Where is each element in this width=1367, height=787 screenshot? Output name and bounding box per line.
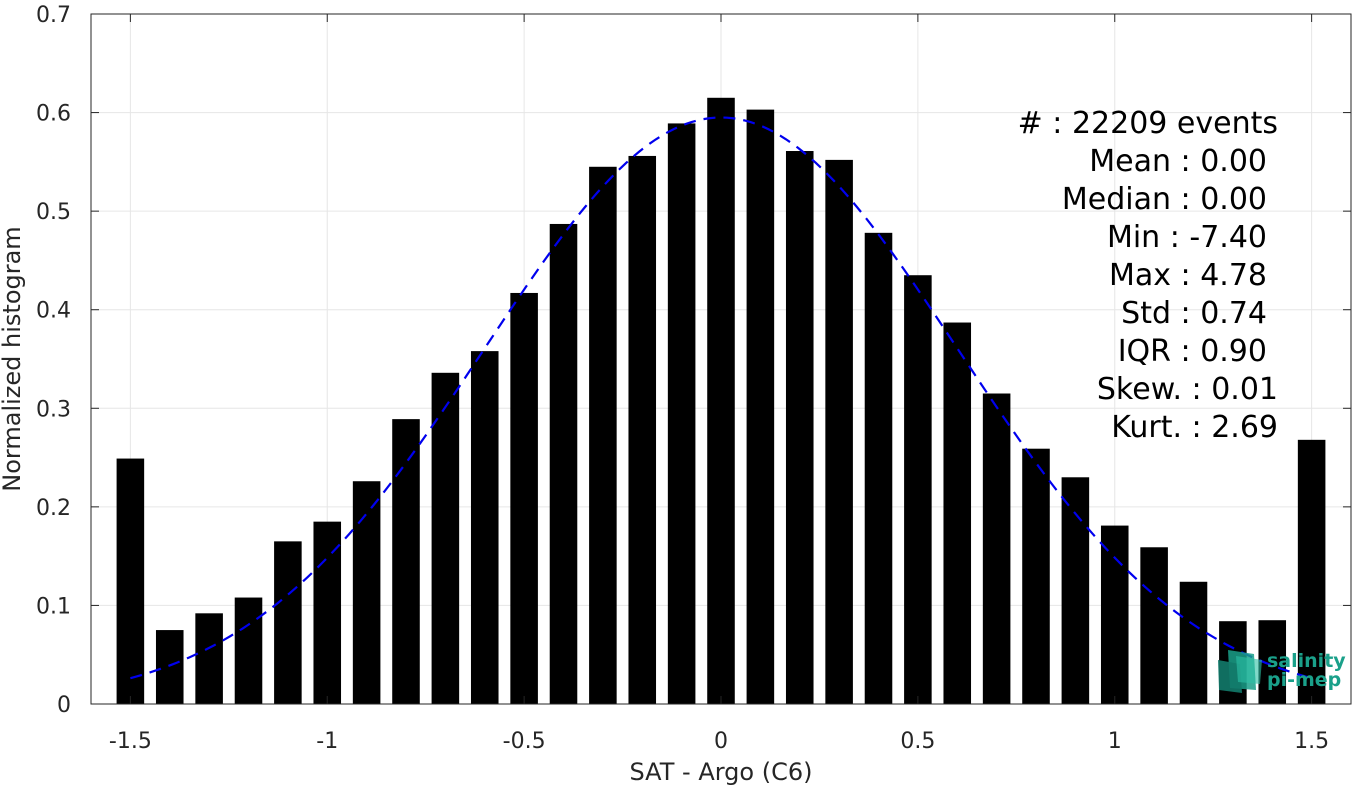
bar-1: [155, 630, 184, 704]
y-tick-label-7: 0.7: [36, 3, 71, 28]
x-axis-label: SAT - Argo (C6): [630, 758, 813, 786]
y-axis-label: Normalized histogram: [0, 226, 26, 491]
bar-14: [667, 123, 696, 704]
stat-line-2: Median : 0.00: [1062, 182, 1267, 217]
bar-21: [943, 322, 972, 704]
bar-0: [116, 458, 145, 704]
x-tick-label-5: 1: [1108, 729, 1122, 754]
y-axis-ticks: 0 0.1 0.2 0.3 0.4 0.5 0.6 0.7: [36, 3, 1351, 718]
stat-line-8: Kurt. : 2.69: [1111, 410, 1278, 445]
bar-19: [864, 232, 893, 705]
bar-24: [1061, 477, 1090, 704]
stat-line-7: Skew. : 0.01: [1097, 372, 1278, 407]
bar-7: [392, 419, 420, 704]
bar-4: [274, 541, 302, 704]
bar-11: [549, 223, 578, 704]
histogram-bars: [116, 97, 1326, 705]
x-tick-label-2: -0.5: [503, 729, 546, 754]
bar-10: [510, 292, 538, 704]
bar-22: [982, 393, 1011, 704]
stat-line-3: Min : -7.40: [1107, 220, 1267, 255]
gaussian-fit-curve: [130, 116, 1312, 680]
x-tick-label-6: 1.5: [1294, 729, 1329, 754]
y-tick-label-2: 0.2: [36, 496, 71, 521]
bar-18: [825, 159, 853, 704]
x-tick-label-3: 0: [714, 729, 728, 754]
bar-6: [352, 481, 381, 704]
bar-20: [904, 275, 932, 704]
stat-line-1: Mean : 0.00: [1089, 144, 1267, 179]
bar-9: [470, 351, 499, 704]
y-tick-label-1: 0.1: [36, 594, 71, 619]
bar-27: [1179, 581, 1208, 704]
logo-cube-icon: [1218, 650, 1262, 693]
bar-3: [234, 597, 263, 704]
bar-2: [195, 613, 223, 704]
bar-15: [707, 97, 735, 705]
bar-5: [313, 521, 342, 704]
logo-text-line2: pi-mep: [1267, 669, 1341, 691]
bar-13: [628, 155, 657, 704]
x-tick-label-1: -1: [316, 729, 338, 754]
x-tick-label-0: -1.5: [109, 729, 152, 754]
bar-17: [785, 151, 814, 704]
y-tick-label-6: 0.6: [36, 102, 71, 127]
y-tick-label-3: 0.3: [36, 397, 71, 422]
stat-line-5: Std : 0.74: [1121, 296, 1267, 331]
y-tick-label-4: 0.4: [36, 299, 71, 324]
stat-line-0: # : 22209 events: [1018, 106, 1278, 141]
stat-line-6: IQR : 0.90: [1118, 334, 1267, 369]
logo-text-line1: salinity: [1267, 650, 1346, 672]
y-tick-label-5: 0.5: [36, 200, 71, 225]
bar-30: [1297, 439, 1326, 704]
salinity-pi-mep-logo: salinity pi-mep: [1218, 650, 1346, 693]
bar-23: [1022, 448, 1050, 704]
bar-12: [589, 166, 617, 705]
bar-8: [431, 372, 460, 704]
bar-26: [1140, 547, 1168, 704]
y-tick-label-0: 0: [57, 693, 71, 718]
x-tick-label-4: 0.5: [900, 729, 935, 754]
bar-16: [746, 109, 775, 705]
bar-25: [1100, 525, 1129, 704]
x-axis-ticks: -1.5 -1 -0.5 0 0.5 1 1.5: [109, 14, 1329, 754]
stat-line-4: Max : 4.78: [1109, 258, 1267, 293]
